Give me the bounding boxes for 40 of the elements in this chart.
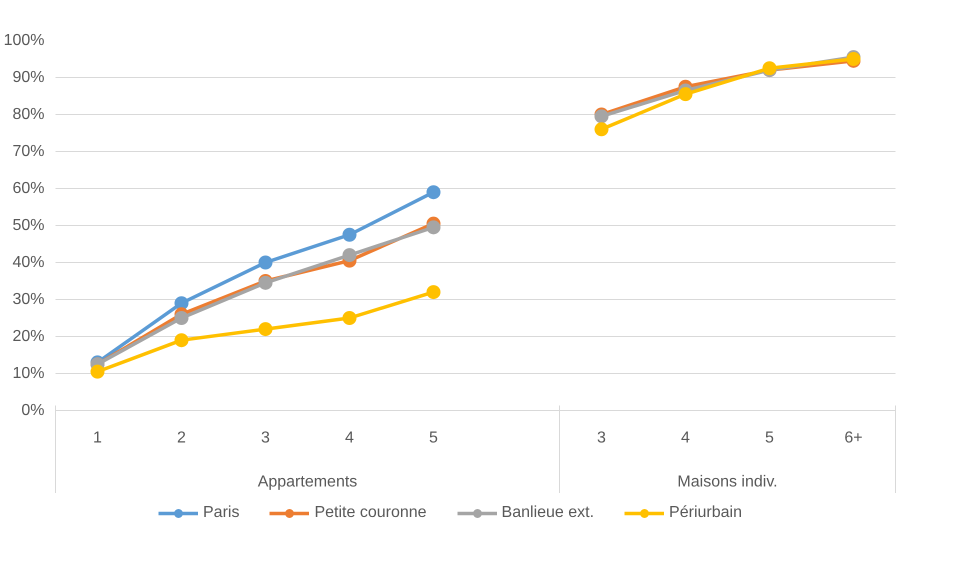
legend-label: Paris [203,504,240,522]
y-tick-label: 30% [12,291,45,308]
x-tick-label: 2 [177,430,186,446]
point [678,87,692,102]
x-tick-label: 5 [765,430,774,446]
point [174,333,188,348]
point [594,122,608,136]
x-tick-label: 3 [597,430,606,446]
y-tick-label: 0% [21,402,44,419]
legend-label: Petite couronne [314,504,427,522]
point [258,256,272,270]
y-tick-label: 50% [12,217,45,234]
x-tick-label: 3 [261,430,270,446]
y-tick-label: 40% [12,254,45,271]
x-tick-label: 4 [681,430,690,446]
point [426,220,440,234]
point [258,322,272,336]
y-tick-label: 80% [12,106,45,123]
y-tick-label: 20% [12,328,45,345]
point [426,185,440,200]
y-tick-label: 60% [12,180,45,197]
point [174,311,188,325]
legend-label: Périurbain [669,504,742,522]
x-tick-label: 1 [93,430,102,446]
point [174,296,188,310]
point [90,364,104,379]
y-tick-label: 100% [4,32,44,49]
point [426,285,440,300]
x-tick-label: 6+ [844,430,863,446]
y-tick-label: 70% [12,143,45,160]
x-tick-label: 5 [429,430,438,446]
y-tick-label: 10% [12,365,45,382]
point [342,228,356,242]
legend-label: Banlieue ext. [502,504,594,522]
point [342,248,356,262]
x-tick-label: 4 [345,430,354,446]
point [342,311,356,325]
y-tick-label: 90% [12,69,45,86]
text: Maisons indiv. [677,474,778,490]
text: Appartements [258,474,358,490]
